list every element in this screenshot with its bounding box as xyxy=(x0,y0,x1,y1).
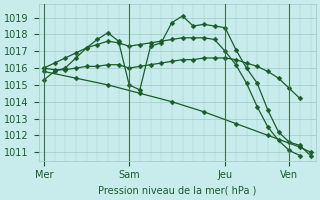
X-axis label: Pression niveau de la mer( hPa ): Pression niveau de la mer( hPa ) xyxy=(98,186,256,196)
